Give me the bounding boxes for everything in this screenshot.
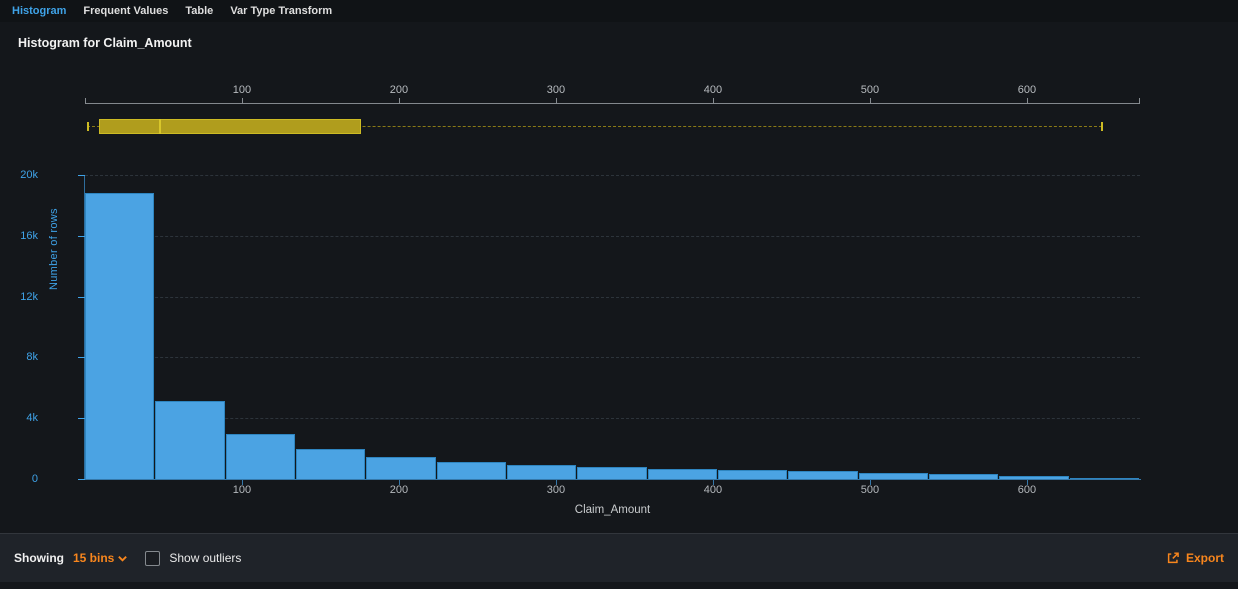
show-outliers-label: Show outliers: [169, 551, 242, 565]
top-axis-line: [85, 103, 1140, 104]
histogram-bar[interactable]: [858, 472, 928, 479]
ruler-tick-label: 100: [232, 84, 252, 96]
gridline: [85, 235, 1140, 237]
export-icon: [1167, 552, 1179, 564]
x-axis-title: Claim_Amount: [574, 504, 651, 516]
x-axis-labels: 100 200 300 400 500 600: [85, 484, 1140, 498]
histogram-bar[interactable]: [788, 471, 858, 479]
gridline: [85, 357, 1140, 359]
y-tick: [78, 175, 85, 176]
y-tick-label: 0: [31, 473, 38, 485]
footer-right: Export: [1166, 551, 1224, 565]
tab-histogram[interactable]: Histogram: [12, 5, 67, 17]
ruler-tick: [1026, 98, 1028, 104]
gridline: [85, 296, 1140, 298]
y-tick: [78, 235, 85, 237]
y-tick: [78, 296, 85, 298]
boxplot-box[interactable]: [99, 119, 362, 134]
x-tick-label: 600: [1017, 484, 1037, 496]
histogram-bar[interactable]: [929, 473, 999, 479]
y-tick-label: 16k: [20, 229, 38, 242]
x-tick: [241, 480, 243, 485]
x-tick: [555, 480, 557, 485]
y-tick: [78, 418, 85, 420]
histogram-bar[interactable]: [366, 456, 436, 479]
export-label: Export: [1185, 551, 1224, 565]
boxplot: [85, 118, 1140, 135]
histogram-bar[interactable]: [155, 401, 225, 479]
top-axis-ruler: 100 200 300 400 500 600: [85, 84, 1140, 104]
x-tick: [712, 480, 714, 485]
histogram-bar[interactable]: [225, 434, 295, 479]
histogram-bar[interactable]: [647, 468, 717, 479]
gridline: [85, 418, 1140, 420]
ruler-end-tick: [1139, 98, 1140, 104]
histogram-bar[interactable]: [577, 466, 647, 479]
boxplot-whisker-cap-high: [1101, 122, 1104, 131]
x-tick-label: 400: [703, 484, 723, 496]
histogram-bar[interactable]: [85, 193, 155, 479]
tab-table[interactable]: Table: [185, 5, 214, 17]
y-tick: [78, 357, 85, 359]
page-title: Histogram for Claim_Amount: [18, 36, 192, 50]
ruler-tick-label: 500: [860, 84, 880, 96]
footer-left: Showing 15 bins Show outliers: [14, 550, 242, 566]
ruler-tick: [398, 98, 400, 104]
bins-dropdown[interactable]: 15 bins: [73, 551, 128, 565]
show-outliers-checkbox[interactable]: [145, 550, 161, 566]
y-tick-label: 12k: [20, 290, 38, 303]
histogram-bar[interactable]: [718, 470, 788, 479]
ruler-tick: [555, 98, 557, 104]
ruler-tick-label: 300: [546, 84, 566, 96]
export-button[interactable]: Export: [1166, 551, 1224, 565]
histogram-bar[interactable]: [436, 462, 506, 479]
y-tick-label: 4k: [26, 412, 38, 425]
footer-bar: Showing 15 bins Show outliers Export: [0, 533, 1238, 582]
boxplot-median-line: [158, 119, 161, 134]
ruler-tick: [869, 98, 871, 104]
bins-value: 15 bins: [73, 551, 115, 565]
tab-frequent-values[interactable]: Frequent Values: [83, 5, 169, 17]
boxplot-whisker-line: [86, 126, 1103, 127]
chevron-down-icon: [118, 555, 128, 562]
y-tick-label: 8k: [26, 351, 38, 364]
x-tick: [869, 480, 871, 485]
histogram-bar[interactable]: [296, 449, 366, 479]
gridline: [85, 175, 1140, 176]
tab-bar: Histogram Frequent Values Table Var Type…: [0, 0, 1238, 22]
x-tick-label: 100: [232, 484, 252, 496]
ruler-tick: [712, 98, 714, 104]
ruler-tick-label: 600: [1017, 84, 1037, 96]
histogram-bar[interactable]: [507, 465, 577, 479]
x-tick-label: 200: [389, 484, 409, 496]
y-axis-line: [84, 175, 85, 480]
tab-var-type-transform[interactable]: Var Type Transform: [230, 5, 333, 17]
y-axis-labels: 0 4k 8k 12k 16k 20k: [8, 169, 38, 485]
ruler-end-tick: [85, 98, 86, 104]
y-tick: [78, 479, 85, 480]
showing-label: Showing: [14, 551, 64, 565]
y-tick-label: 20k: [20, 169, 38, 181]
x-tick-label: 300: [546, 484, 566, 496]
x-tick-label: 500: [860, 484, 880, 496]
x-tick: [1026, 480, 1028, 485]
y-axis-title: Number of rows: [48, 208, 60, 290]
ruler-tick-label: 200: [389, 84, 409, 96]
boxplot-whisker-cap-low: [86, 122, 89, 131]
x-tick: [398, 480, 400, 485]
plot-area: [85, 175, 1140, 479]
ruler-tick-label: 400: [703, 84, 723, 96]
x-axis-line: [84, 479, 1141, 480]
ruler-tick: [241, 98, 243, 104]
histogram-bar[interactable]: [1069, 477, 1139, 479]
histogram-bar[interactable]: [999, 475, 1069, 479]
